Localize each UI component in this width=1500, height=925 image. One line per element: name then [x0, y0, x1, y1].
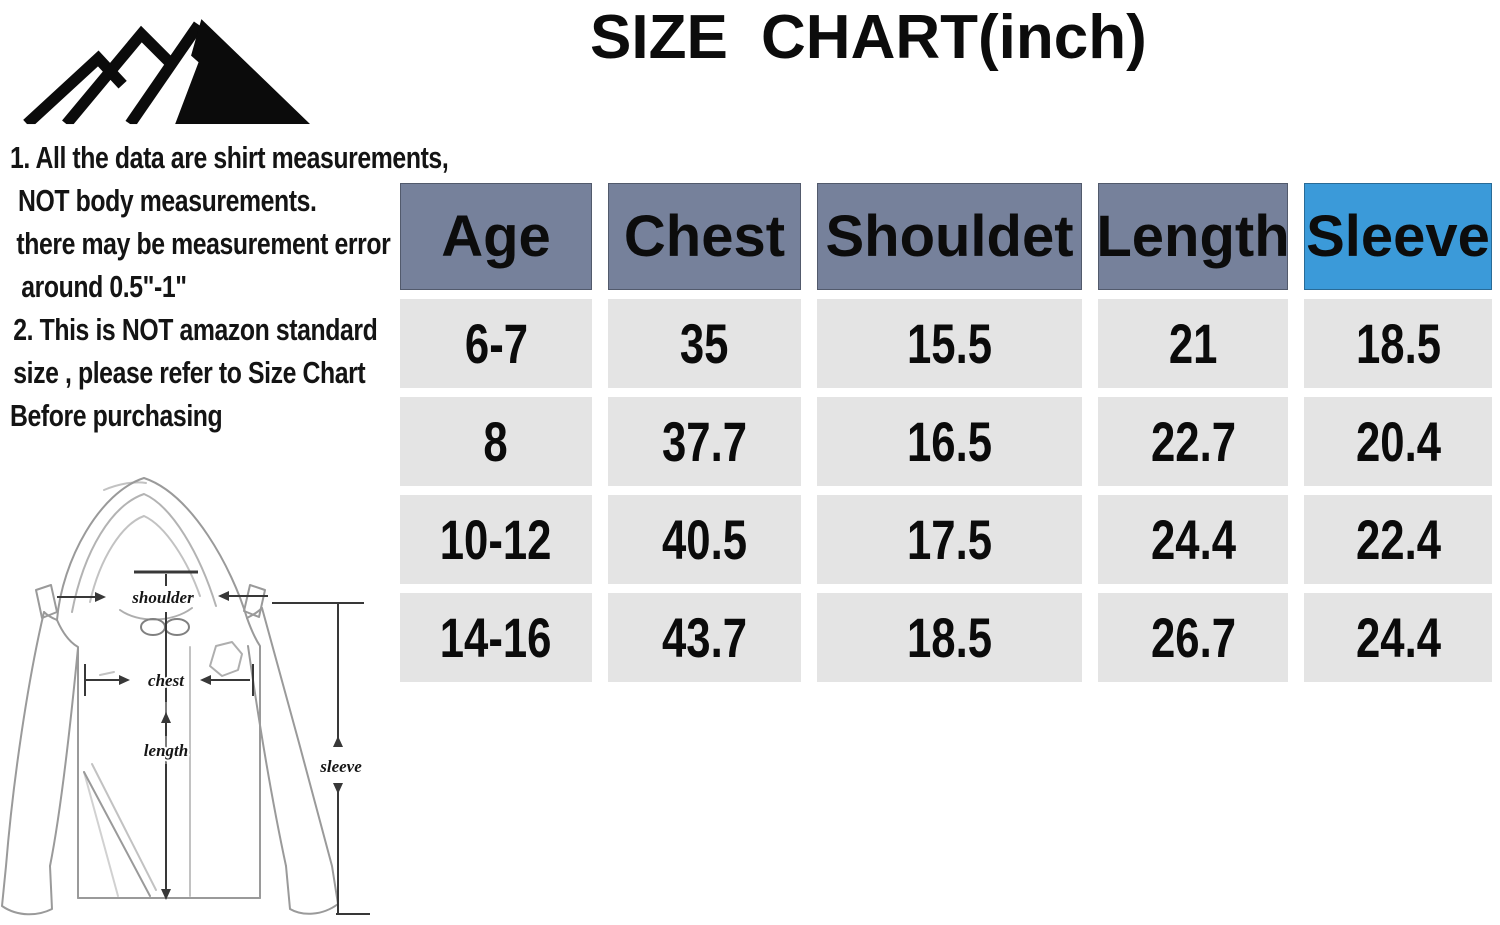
- note-line: there may be measurement error: [16, 226, 391, 261]
- table-cell: 15.5: [817, 299, 1082, 388]
- table-cell: 40.5: [608, 495, 801, 584]
- size-table: Age Chest Shouldet Length Sleeve 6-7 35 …: [400, 183, 1492, 682]
- header-cell-sleeve: Sleeve: [1304, 183, 1492, 290]
- table-cell: 10-12: [400, 495, 592, 584]
- table-cell: 24.4: [1304, 593, 1492, 682]
- table-cell: 18.5: [817, 593, 1082, 682]
- table-cell: 35: [608, 299, 801, 388]
- table-cell: 20.4: [1304, 397, 1492, 486]
- header-cell-age: Age: [400, 183, 592, 290]
- table-cell: 43.7: [608, 593, 801, 682]
- header-cell-chest: Chest: [608, 183, 801, 290]
- header-label: Sleeve: [1306, 204, 1490, 269]
- note-line: size , please refer to Size Chart: [13, 355, 366, 390]
- note-line: NOT body measurements.: [18, 183, 317, 218]
- page-title: SIZE CHART(inch): [590, 3, 1147, 72]
- table-cell: 6-7: [400, 299, 592, 388]
- table-cell: 16.5: [817, 397, 1082, 486]
- header-label: Length: [1096, 204, 1290, 269]
- table-cell: 17.5: [817, 495, 1082, 584]
- header-label: Shouldet: [825, 204, 1074, 269]
- table-cell: 37.7: [608, 397, 801, 486]
- length-label: length: [144, 741, 188, 760]
- note-line: 2. This is NOT amazon standard: [13, 312, 378, 347]
- table-cell: 18.5: [1304, 299, 1492, 388]
- jacket-measurement-diagram: shoulder chest length sleeve: [1, 477, 370, 916]
- shoulder-label: shoulder: [131, 588, 194, 607]
- table-cell: 26.7: [1098, 593, 1288, 682]
- header-cell-length: Length: [1096, 183, 1290, 290]
- table-cell: 24.4: [1098, 495, 1288, 584]
- mountain-logo-icon: [12, 19, 312, 126]
- note-line: around 0.5"-1": [21, 269, 187, 304]
- table-cell: 21: [1098, 299, 1288, 388]
- header-cell-shoulder: Shouldet: [817, 183, 1082, 290]
- note-line: Before purchasing: [10, 398, 223, 433]
- table-cell: 8: [400, 397, 592, 486]
- table-cell: 22.4: [1304, 495, 1492, 584]
- header-label: Age: [441, 204, 551, 269]
- table-cell: 22.7: [1098, 397, 1288, 486]
- sleeve-label: sleeve: [319, 757, 362, 776]
- note-line: 1. All the data are shirt measurements,: [10, 140, 449, 175]
- table-cell: 14-16: [400, 593, 592, 682]
- chest-label: chest: [148, 671, 185, 690]
- header-label: Chest: [623, 204, 786, 269]
- notes-block: 1. All the data are shirt measurements, …: [10, 136, 490, 437]
